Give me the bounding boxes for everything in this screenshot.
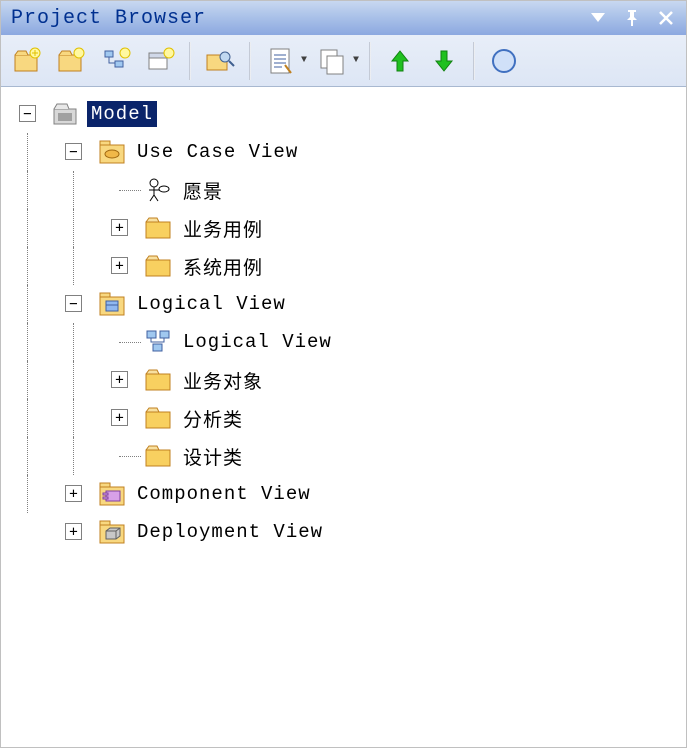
tree-node-model[interactable]: − Model: [5, 95, 682, 133]
new-package-button[interactable]: [53, 42, 91, 80]
node-label: 分析类: [179, 403, 247, 434]
tree-node-vision[interactable]: 愿景: [5, 171, 682, 209]
tree-node-design-class[interactable]: 设计类: [5, 437, 682, 475]
new-element-button[interactable]: [141, 42, 179, 80]
package-component-icon: [97, 479, 127, 509]
close-icon[interactable]: [656, 8, 676, 28]
chevron-down-icon: ▼: [353, 55, 359, 66]
package-logical-icon: [97, 289, 127, 319]
tree-node-system-usecase[interactable]: + 系统用例: [5, 247, 682, 285]
diagram-icon: [143, 327, 173, 357]
expand-icon[interactable]: +: [111, 409, 128, 426]
node-label: Component View: [133, 481, 315, 507]
chevron-down-icon: ▼: [301, 55, 307, 66]
expand-icon[interactable]: +: [111, 219, 128, 236]
move-up-button[interactable]: [381, 42, 419, 80]
package-usecase-icon: [97, 137, 127, 167]
package-deployment-icon: [97, 517, 127, 547]
folder-icon: [143, 403, 173, 433]
node-label: 愿景: [179, 175, 227, 206]
tree-node-usecase-view[interactable]: − Use Case View: [5, 133, 682, 171]
collapse-icon[interactable]: −: [65, 143, 82, 160]
node-label: Use Case View: [133, 139, 302, 165]
toolbar-separator: [189, 42, 191, 80]
tree-node-business-object[interactable]: + 业务对象: [5, 361, 682, 399]
actor-icon: [143, 175, 173, 205]
move-down-button[interactable]: [425, 42, 463, 80]
expand-icon[interactable]: +: [65, 523, 82, 540]
node-label: Logical View: [133, 291, 290, 317]
folder-icon: [143, 213, 173, 243]
folder-icon: [143, 365, 173, 395]
toolbar: ▼ ▼: [1, 35, 686, 87]
titlebar: Project Browser: [1, 1, 686, 35]
model-icon: [51, 99, 81, 129]
doc-dropdown[interactable]: ▼: [261, 42, 307, 80]
expand-icon[interactable]: +: [111, 371, 128, 388]
tree-node-business-usecase[interactable]: + 业务用例: [5, 209, 682, 247]
new-model-button[interactable]: [9, 42, 47, 80]
tree-node-logical-diagram[interactable]: Logical View: [5, 323, 682, 361]
collapse-icon[interactable]: −: [19, 105, 36, 122]
folder-icon: [143, 441, 173, 471]
titlebar-controls: [588, 8, 676, 28]
dropdown-icon[interactable]: [588, 8, 608, 28]
node-label: 设计类: [179, 441, 247, 472]
new-diagram-button[interactable]: [97, 42, 135, 80]
toolbar-separator: [369, 42, 371, 80]
pin-icon[interactable]: [622, 8, 642, 28]
folder-icon: [143, 251, 173, 281]
help-button[interactable]: [485, 42, 523, 80]
node-label: 业务对象: [179, 365, 267, 396]
search-button[interactable]: [201, 42, 239, 80]
toolbar-separator: [249, 42, 251, 80]
panel-title: Project Browser: [11, 7, 588, 30]
node-label: Deployment View: [133, 519, 327, 545]
expand-icon[interactable]: +: [65, 485, 82, 502]
tree-node-analysis-class[interactable]: + 分析类: [5, 399, 682, 437]
node-label: Logical View: [179, 329, 336, 355]
tree-node-component-view[interactable]: + Component View: [5, 475, 682, 513]
tree-node-logical-view[interactable]: − Logical View: [5, 285, 682, 323]
project-tree: − Model − Use Case View 愿景 +: [1, 87, 686, 559]
node-label: Model: [87, 101, 157, 127]
node-label: 业务用例: [179, 213, 267, 244]
toolbar-separator: [473, 42, 475, 80]
node-label: 系统用例: [179, 251, 267, 282]
tree-node-deployment-view[interactable]: + Deployment View: [5, 513, 682, 551]
collapse-icon[interactable]: −: [65, 295, 82, 312]
copy-dropdown[interactable]: ▼: [313, 42, 359, 80]
expand-icon[interactable]: +: [111, 257, 128, 274]
